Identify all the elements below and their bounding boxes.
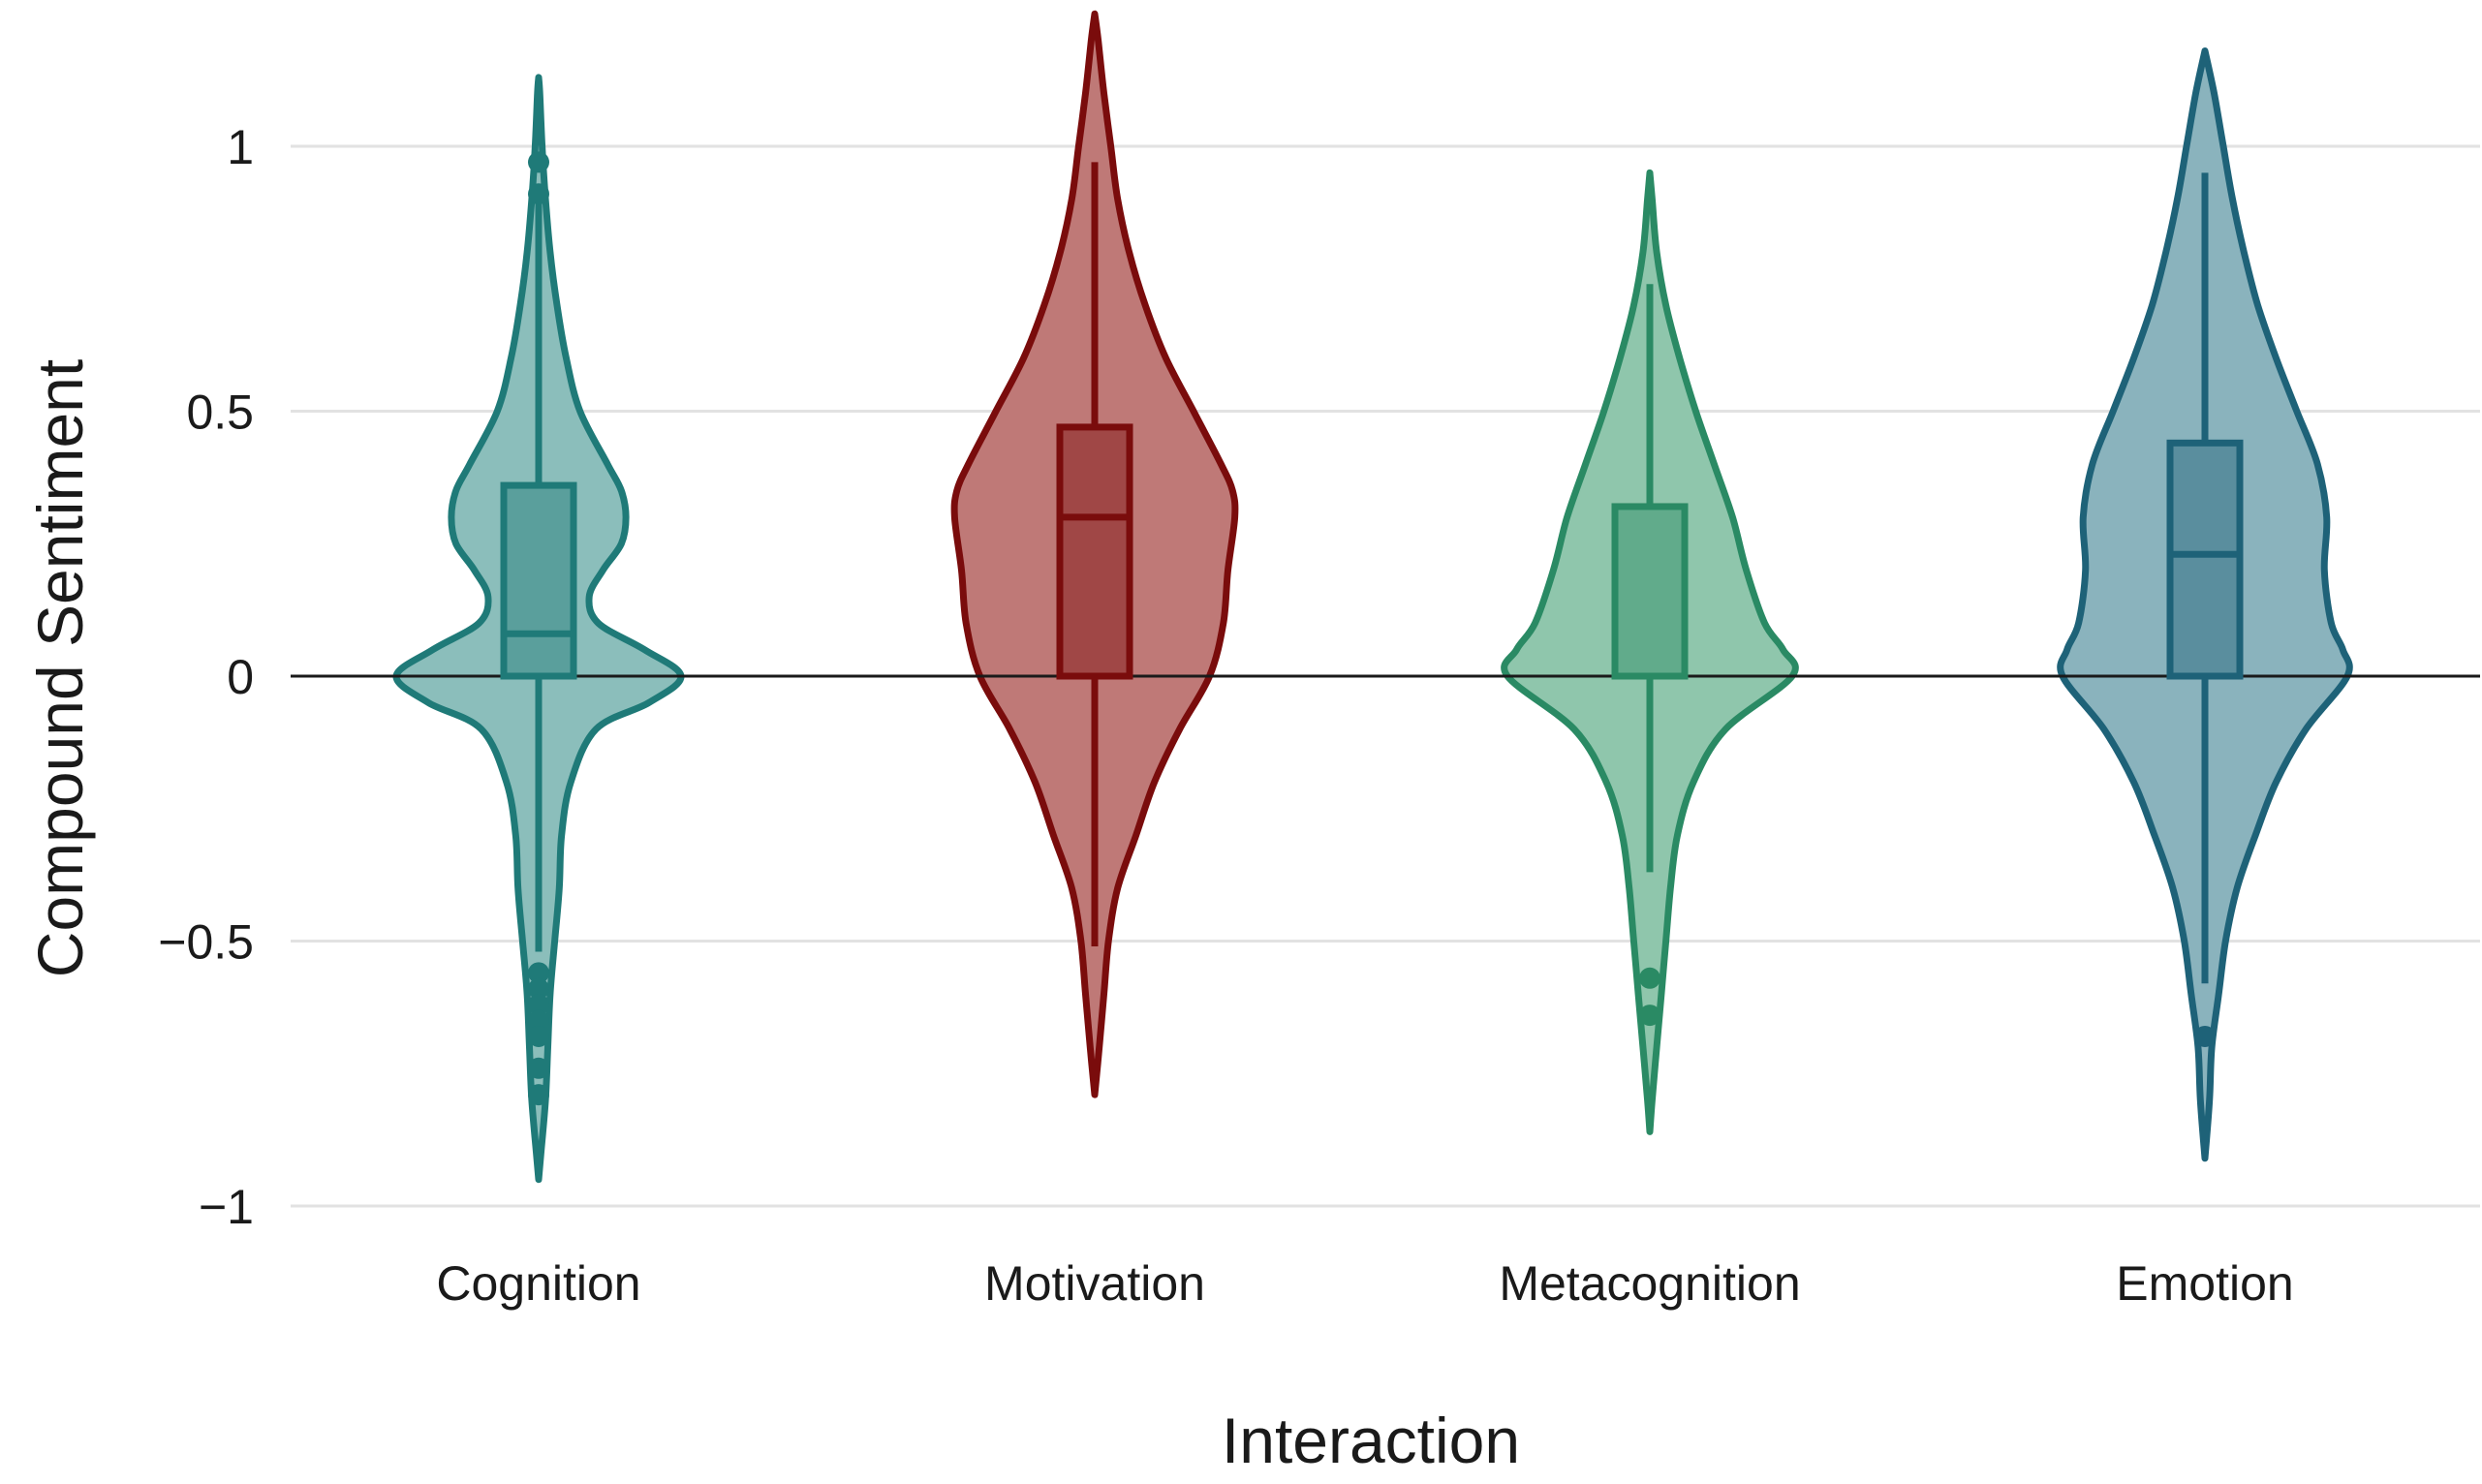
y-tick-label: −0.5 <box>158 915 254 970</box>
outlier-cognition <box>528 1009 549 1032</box>
x-tick-label-metacognition: Metacognition <box>1499 1256 1800 1311</box>
outlier-cognition <box>528 994 549 1016</box>
outlier-cognition <box>528 1057 549 1079</box>
x-axis-title: Interaction <box>1222 1405 1520 1476</box>
box-emotion <box>2166 439 2244 680</box>
outlier-emotion <box>2194 1025 2216 1047</box>
y-tick-label: 1 <box>227 120 254 174</box>
x-tick-label-emotion: Emotion <box>2116 1256 2293 1311</box>
outlier-cognition <box>528 151 549 173</box>
violin-motivation <box>950 10 1239 1098</box>
violin-cognition <box>392 74 685 1184</box>
x-tick-label-cognition: Cognition <box>436 1256 640 1311</box>
box-cognition <box>500 481 577 680</box>
box-motivation <box>1056 423 1133 680</box>
violin-emotion <box>2057 47 2353 1162</box>
box-metacognition <box>1611 503 1689 680</box>
y-tick-label: −1 <box>199 1180 254 1234</box>
y-axis-title: Compound Sentiment <box>24 359 96 977</box>
outlier-metacognition <box>1639 1005 1660 1027</box>
y-tick-label: 0.5 <box>186 386 254 440</box>
y-tick-label: 0 <box>227 650 254 704</box>
outlier-cognition <box>528 1025 549 1047</box>
y-axis-ticks: 1 0.5 0 −0.5 −1 <box>158 120 254 1234</box>
outlier-cognition <box>528 962 549 984</box>
outlier-cognition <box>528 183 549 205</box>
outlier-metacognition <box>1639 967 1660 989</box>
outlier-cognition <box>528 1084 549 1106</box>
x-axis-ticks: Cognition Motivation Metacognition Emotion <box>436 1256 2293 1311</box>
outlier-cognition <box>528 977 549 1000</box>
violins <box>392 10 2353 1184</box>
x-tick-label-motivation: Motivation <box>984 1256 1205 1311</box>
violin-metacognition <box>1501 169 1799 1135</box>
boxplots <box>500 151 2244 1106</box>
